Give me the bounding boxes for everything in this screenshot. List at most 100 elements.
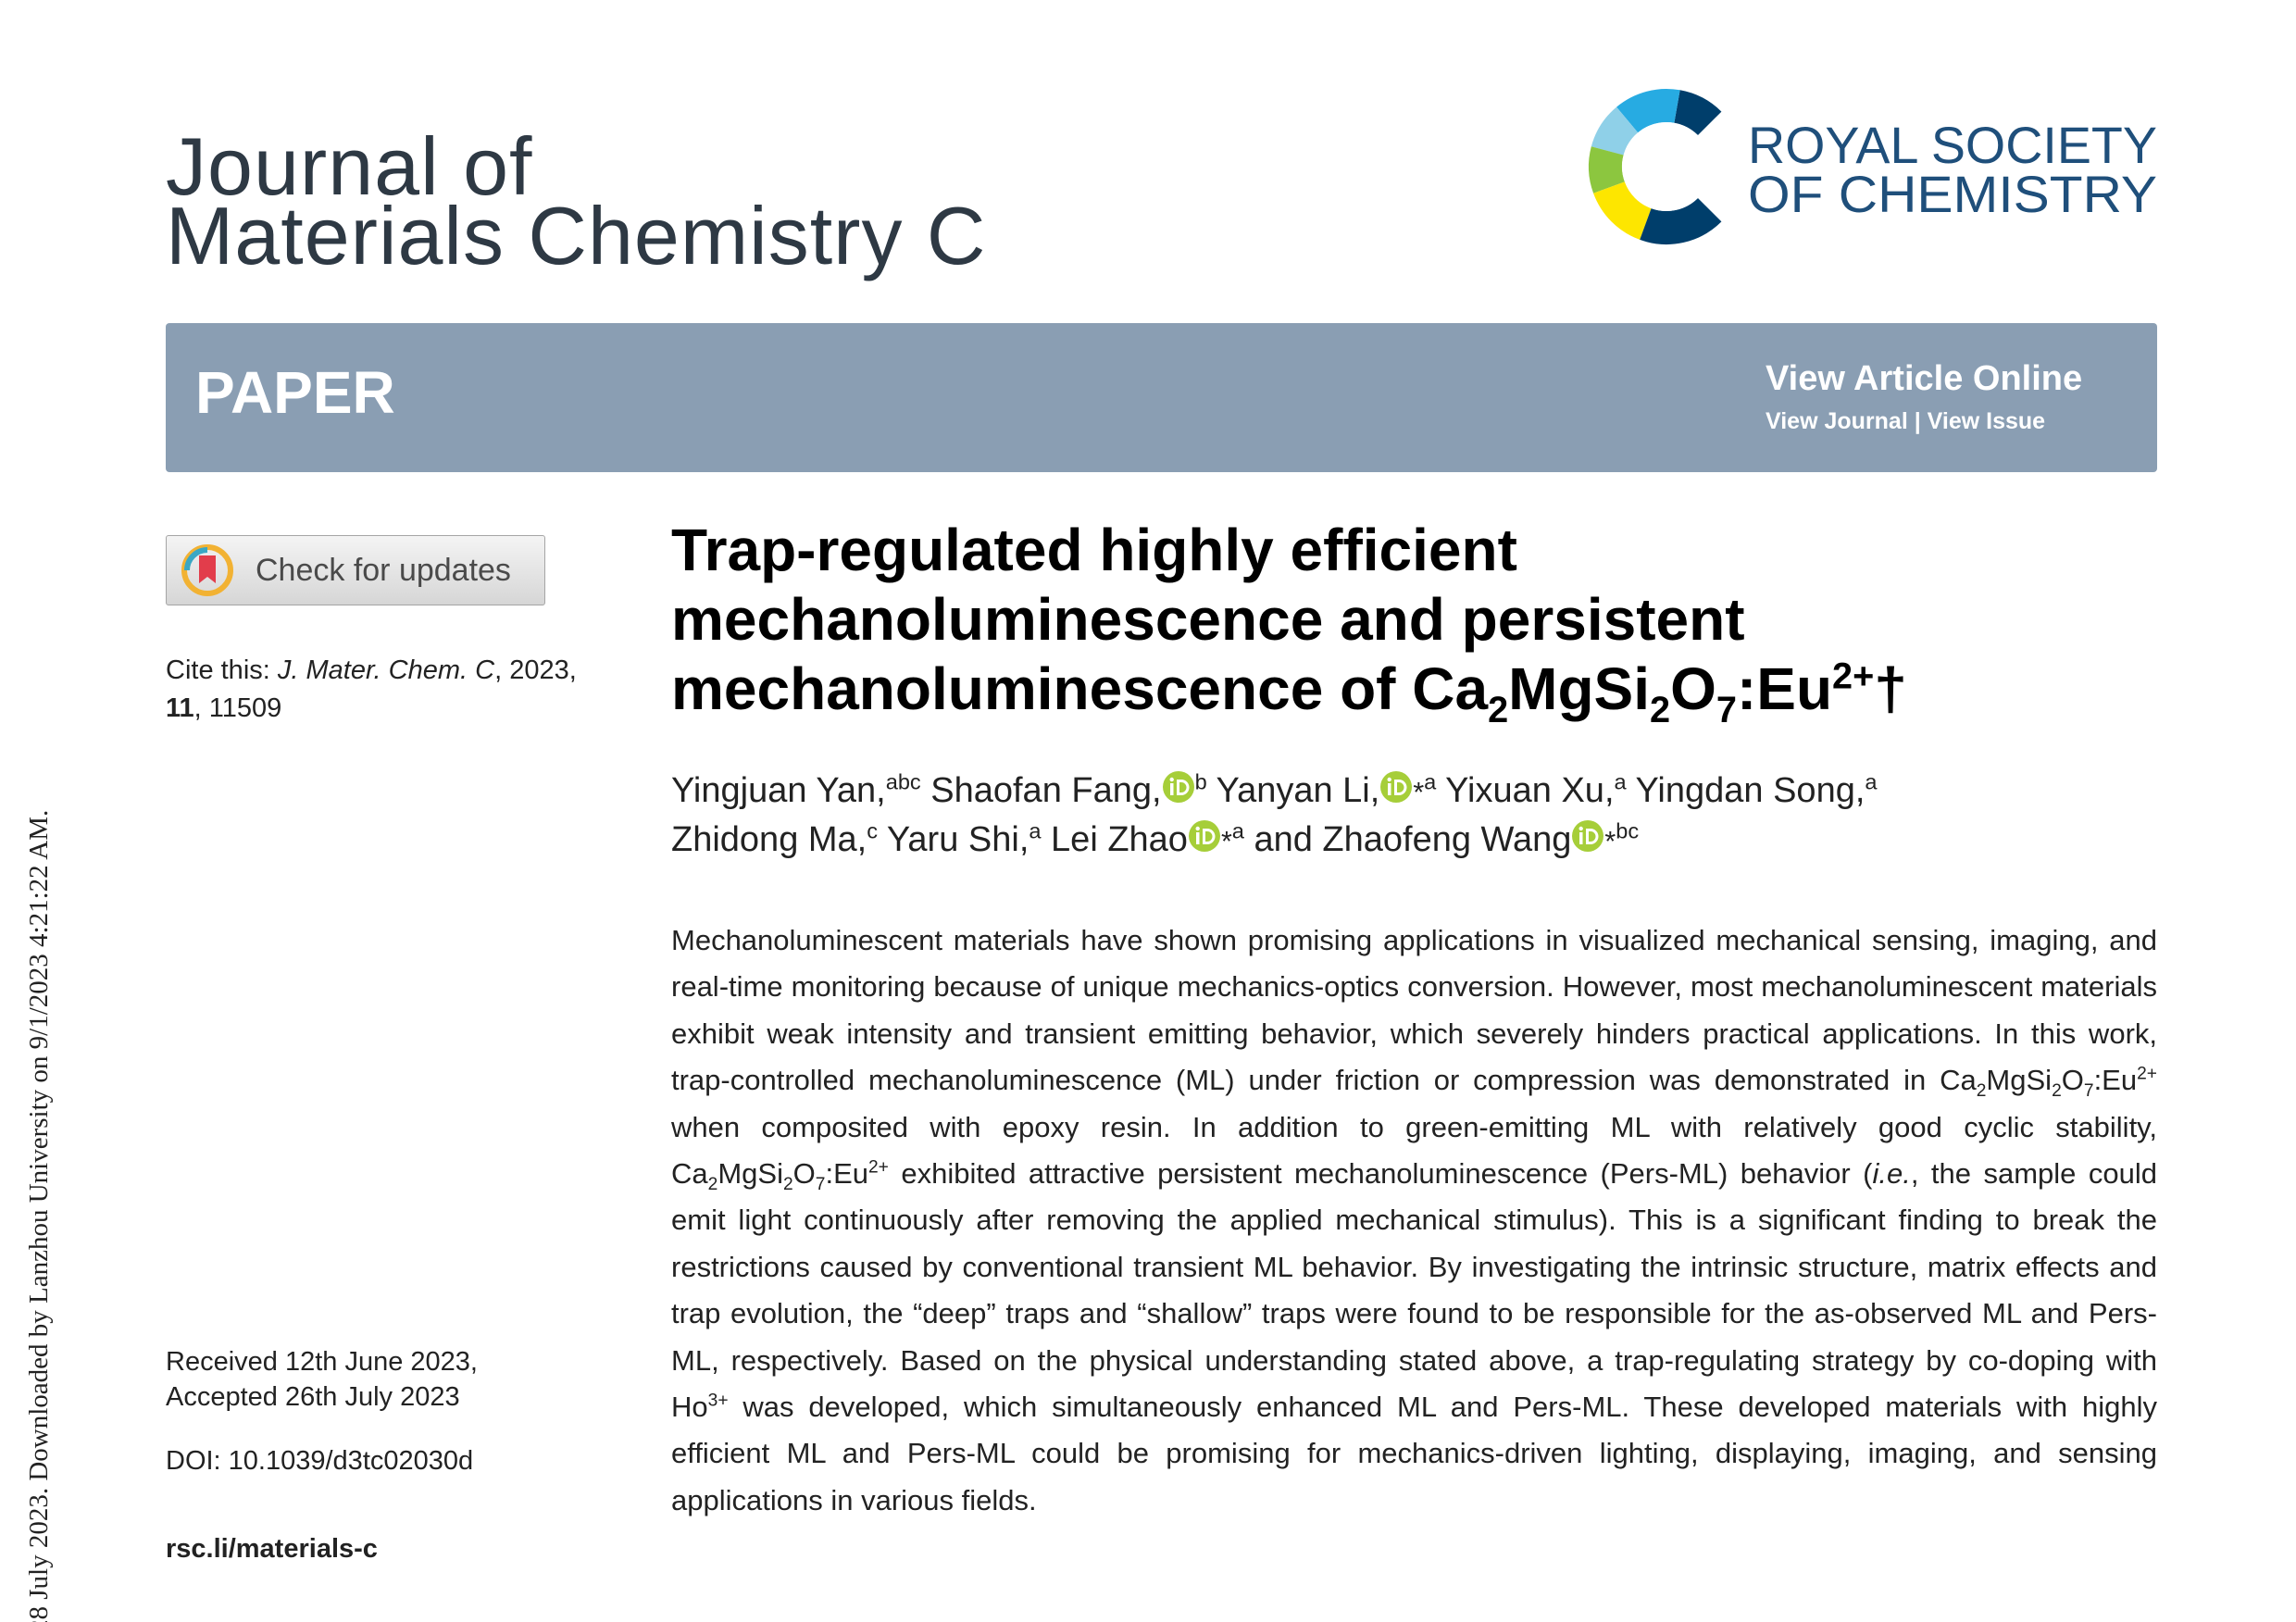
- accepted: Accepted 26th July 2023: [166, 1382, 460, 1412]
- abstract-text: MgSi: [718, 1157, 783, 1191]
- author-affiliation: a: [1231, 818, 1244, 843]
- authors: Yingjuan Yan,abc Shaofan Fang, b Yanyan L…: [671, 767, 1878, 866]
- title-sup: 2+: [1832, 655, 1875, 697]
- title-sub: 2: [1650, 689, 1671, 730]
- orcid-icon[interactable]: [1379, 770, 1413, 804]
- author-name: Lei Zhao: [1051, 820, 1188, 859]
- abstract-sub: 2: [1976, 1081, 1987, 1102]
- author-affiliation: a: [1029, 818, 1042, 843]
- cite-label: Cite this:: [166, 655, 270, 685]
- author-name: Yingdan Song,: [1635, 771, 1866, 810]
- abstract-sup: 3+: [707, 1391, 729, 1411]
- abstract-text: O: [2061, 1064, 2084, 1097]
- cite-journal: J. Mater. Chem. C: [277, 655, 495, 685]
- title-text: MgSi: [1508, 655, 1651, 722]
- abstract-sub: 2: [782, 1175, 793, 1195]
- author-name: Yixuan Xu,: [1445, 771, 1615, 810]
- logo-arc: [1591, 106, 1639, 156]
- orcid-icon[interactable]: [1188, 819, 1221, 853]
- orcid-icon[interactable]: [1571, 819, 1604, 853]
- abstract-text: O: [792, 1157, 816, 1191]
- article-type: PAPER: [195, 359, 395, 426]
- author-name: Shaofan Fang,: [930, 771, 1162, 810]
- title-text: O: [1670, 655, 1716, 722]
- publisher-of: OF CHEMISTRY: [1748, 165, 2157, 223]
- abstract-text: when composited with epoxy resin. In add…: [671, 1110, 2157, 1191]
- logo-arc: [1640, 197, 1722, 244]
- author-affiliation: abc: [885, 769, 921, 794]
- author-affiliation: b: [1194, 769, 1207, 794]
- title-text: Trap-regulated highly efficient: [671, 517, 1517, 583]
- cite-volume: 11: [166, 693, 194, 723]
- title-text: :Eu: [1736, 655, 1833, 722]
- cite-year: , 2023,: [494, 655, 577, 685]
- author-name: Zhaofeng Wang: [1322, 820, 1572, 859]
- abstract-sub: 7: [815, 1175, 826, 1195]
- icon-ring-part: [184, 547, 208, 571]
- cite-pages: , 11509: [193, 693, 282, 723]
- author-affiliation: a: [1424, 769, 1437, 794]
- article-title: Trap-regulated highly efficient mechanolu…: [671, 516, 1907, 729]
- logo-arc: [1673, 90, 1722, 136]
- logo-arc: [1616, 89, 1680, 133]
- abstract-sub: 2: [707, 1175, 718, 1195]
- abstract: Mechanoluminescent materials have shown …: [671, 917, 2157, 1524]
- side-note: 28 July 2023. Downloaded by Lanzhou Univ…: [24, 810, 54, 1622]
- title-sub: 2: [1488, 689, 1509, 730]
- abstract-text: MgSi: [1986, 1064, 2053, 1097]
- title-text: mechanoluminescence and persistent: [671, 586, 1745, 653]
- journal-title: Materials Chemistry C: [166, 190, 987, 281]
- abstract-text: Mechanoluminescent materials have shown …: [671, 924, 2157, 1097]
- publisher-line: ROYAL SOCIETY: [1748, 116, 2157, 174]
- abstract-text: :Eu: [825, 1157, 868, 1191]
- abstract-italic: i.e.: [1872, 1157, 1911, 1191]
- publisher-line: OF CHEMISTRY: [1748, 165, 2157, 223]
- view-issue-link[interactable]: View Issue: [1927, 408, 2046, 434]
- author-name: Yingjuan Yan,: [671, 771, 886, 810]
- received: Received 12th June 2023,: [166, 1347, 478, 1377]
- citation: Cite this: J. Mater. Chem. C, 2023, 11, 1…: [166, 652, 619, 728]
- abstract-text: , the sample could emit light continuous…: [671, 1157, 2157, 1424]
- view-article-online[interactable]: View Article Online: [1766, 359, 2083, 398]
- abstract-sup: 2+: [2137, 1064, 2157, 1084]
- journal-title: Journal of: [166, 120, 533, 212]
- icon-bookmark: [199, 555, 216, 583]
- logo-arc: [1589, 146, 1626, 193]
- check-updates-button[interactable]: Check for updates: [166, 535, 545, 605]
- check-updates-label: Check for updates: [256, 553, 511, 588]
- author-affiliation: bc: [1616, 818, 1640, 843]
- history: Received 12th June 2023, Accepted 26th Ju…: [166, 1344, 478, 1415]
- rsc-logo: [1589, 89, 1722, 244]
- doi[interactable]: DOI: 10.1039/d3tc02030d: [166, 1446, 474, 1476]
- corresponding-mark: *: [1413, 777, 1425, 808]
- title-text: mechanoluminescence of Ca: [671, 655, 1489, 722]
- abstract-sup: 2+: [868, 1157, 889, 1178]
- abstract-sub: 2: [2052, 1081, 2062, 1102]
- author-affiliation: a: [1865, 769, 1878, 794]
- banner: [166, 323, 2157, 472]
- view-journal-link[interactable]: View Journal: [1766, 408, 1908, 434]
- logo-inner-ring: [1622, 122, 1711, 211]
- author-name: Yanyan Li,: [1216, 771, 1380, 810]
- author-affiliation: a: [1614, 769, 1627, 794]
- journal-url[interactable]: rsc.li/materials-c: [166, 1534, 378, 1564]
- author-conjunction: and: [1254, 820, 1313, 859]
- logo-arc: [1593, 181, 1653, 240]
- abstract-text: was developed, which simultaneously enha…: [671, 1391, 2157, 1516]
- author-name: Zhidong Ma,: [671, 820, 867, 859]
- title-sub: 7: [1716, 689, 1737, 730]
- link-separator: |: [1914, 408, 1921, 434]
- abstract-sub: 7: [2083, 1081, 2094, 1102]
- corresponding-mark: *: [1220, 826, 1232, 857]
- orcid-icon[interactable]: [1162, 770, 1195, 804]
- banner-links: View Journal | View Issue: [1766, 410, 2045, 433]
- author-affiliation: c: [867, 818, 879, 843]
- check-updates-icon: [181, 544, 233, 596]
- title-dagger: †: [1874, 655, 1907, 722]
- author-name: Yaru Shi,: [886, 820, 1029, 859]
- abstract-text: :Eu: [2093, 1064, 2138, 1097]
- corresponding-mark: *: [1604, 826, 1616, 857]
